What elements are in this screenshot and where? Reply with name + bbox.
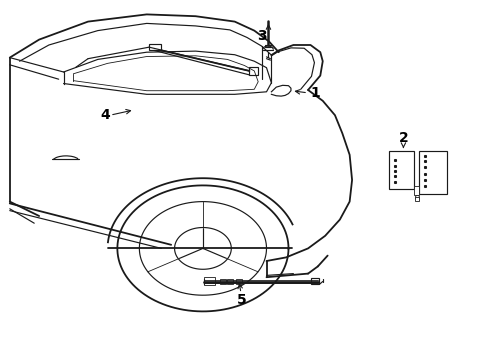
Bar (236, 279, 242, 284)
Bar (418, 151, 446, 194)
Text: 1: 1 (310, 86, 320, 100)
Text: 5: 5 (237, 293, 246, 306)
Bar (204, 277, 215, 285)
Bar (388, 151, 413, 189)
Bar (149, 44, 161, 50)
Text: 2: 2 (398, 131, 407, 144)
Bar (220, 279, 225, 284)
Bar (227, 279, 233, 284)
Text: 4: 4 (100, 108, 110, 122)
Bar (310, 278, 319, 284)
Text: 3: 3 (256, 29, 266, 43)
Bar (249, 67, 258, 75)
Bar (413, 186, 418, 195)
